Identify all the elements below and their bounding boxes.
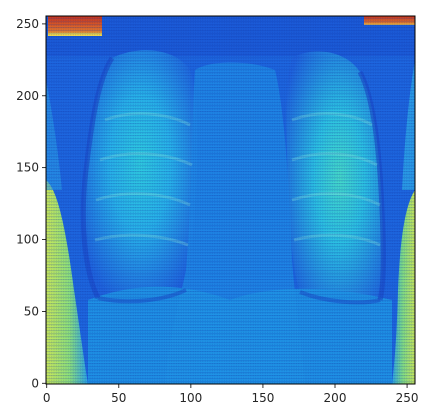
x-tick-label: 250 xyxy=(396,391,419,405)
y-tick-label: 50 xyxy=(24,304,39,318)
y-tick-label: 100 xyxy=(16,233,39,247)
y-tick-label: 250 xyxy=(16,17,39,31)
heatmap-image xyxy=(46,16,415,384)
x-tick-label: 50 xyxy=(111,391,126,405)
plot-frame xyxy=(45,15,416,385)
y-axis: 0 50 100 150 200 250 xyxy=(16,17,46,390)
y-tick-label: 150 xyxy=(16,161,39,175)
x-tick-label: 200 xyxy=(324,391,347,405)
x-axis: 0 50 100 150 200 250 xyxy=(43,384,419,405)
x-tick-label: 150 xyxy=(251,391,274,405)
x-tick-label: 0 xyxy=(43,391,51,405)
x-tick-label: 100 xyxy=(179,391,202,405)
y-tick-label: 0 xyxy=(31,376,39,390)
y-tick-label: 200 xyxy=(16,89,39,103)
